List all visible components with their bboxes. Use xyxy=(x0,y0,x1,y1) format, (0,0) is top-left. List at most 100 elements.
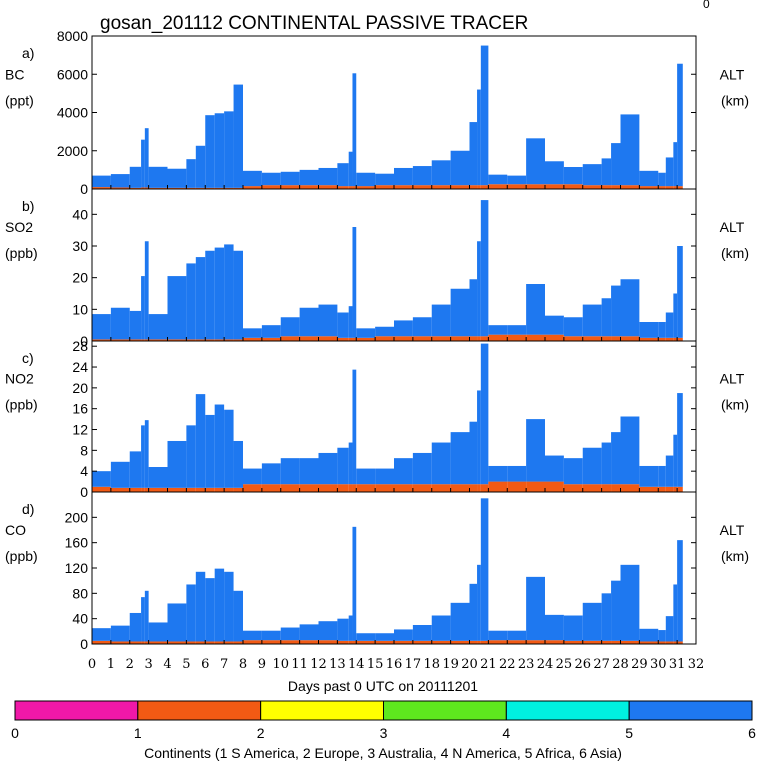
bar-europe xyxy=(394,484,413,492)
bar-europe xyxy=(545,334,564,341)
bar-europe xyxy=(214,487,225,492)
colorbar-tick-label: 1 xyxy=(134,725,142,741)
bar-asia xyxy=(526,284,545,335)
bar-europe xyxy=(92,187,111,189)
bar-europe xyxy=(141,487,145,492)
panel-co: 0 40 80 120 160 200 d) CO (ppb) ALT (km) xyxy=(5,491,749,652)
colorbar-swatch xyxy=(383,700,507,721)
bar-europe xyxy=(205,339,215,341)
colorbar-tick-label: 5 xyxy=(625,725,633,741)
bar-europe xyxy=(337,640,349,644)
bar-asia xyxy=(214,113,225,188)
bar-asia xyxy=(507,175,527,185)
bar-asia xyxy=(394,629,413,641)
y-axis: 0 10 20 30 40 xyxy=(72,206,696,349)
bar-asia xyxy=(243,170,262,187)
bar-europe xyxy=(582,185,602,189)
bar-asia xyxy=(375,468,394,485)
bar-europe xyxy=(110,641,130,644)
bar-europe xyxy=(224,641,234,644)
bar-asia xyxy=(480,200,489,337)
bar-asia xyxy=(92,175,111,188)
bar-europe xyxy=(261,185,281,189)
bar-europe xyxy=(620,484,640,492)
bar-europe xyxy=(639,486,659,492)
bar-europe xyxy=(601,484,612,492)
bar-asia xyxy=(243,630,262,641)
x-tick-label: 2 xyxy=(126,657,134,672)
y-tick-label: 200 xyxy=(65,509,89,525)
x-tick-label: 13 xyxy=(329,657,346,672)
colorbar-swatch xyxy=(505,700,630,721)
bar-europe xyxy=(141,641,145,644)
x-tick-label: 17 xyxy=(405,657,422,672)
bar-europe xyxy=(214,187,225,189)
bar-europe xyxy=(299,185,319,189)
bar-asia xyxy=(477,241,481,337)
bar-europe xyxy=(477,336,481,341)
bar-asia xyxy=(375,173,394,186)
bar-asia xyxy=(280,458,300,485)
bar-europe xyxy=(299,336,319,341)
x-tick-label: 24 xyxy=(537,657,554,672)
bar-europe xyxy=(563,640,583,644)
bar-europe xyxy=(477,484,481,492)
y-tick-label: 0 xyxy=(80,181,88,197)
bar-asia xyxy=(677,246,683,338)
bar-asia xyxy=(167,440,187,488)
bar-europe xyxy=(611,336,621,341)
bar-asia xyxy=(431,160,451,186)
bar-europe xyxy=(394,640,413,644)
x-tick-label: 31 xyxy=(669,657,686,672)
bar-asia xyxy=(480,343,489,485)
bar-europe xyxy=(601,336,612,341)
bar-asia xyxy=(318,452,338,485)
bar-europe xyxy=(450,336,470,341)
bar-europe xyxy=(110,487,130,492)
bar-asia xyxy=(214,247,225,340)
unit-label: (ppb) xyxy=(5,397,38,413)
bar-europe xyxy=(348,640,353,644)
bar-asia xyxy=(431,442,451,485)
bar-asia xyxy=(507,325,527,335)
panel-letter: c) xyxy=(22,350,34,366)
bar-asia xyxy=(141,597,145,642)
bar-europe xyxy=(129,487,142,492)
x-tick-label: 26 xyxy=(574,657,591,672)
bar-asia xyxy=(337,312,349,338)
bar-asia xyxy=(469,279,478,337)
bar-asia xyxy=(214,568,225,642)
bar-europe xyxy=(639,337,659,341)
y-tick-label: 6000 xyxy=(57,66,88,82)
km-label: (km) xyxy=(721,245,749,261)
bar-asia xyxy=(195,394,206,488)
x-tick-label: 3 xyxy=(144,657,152,672)
bar-asia xyxy=(299,624,319,641)
colorbar-swatch xyxy=(260,700,384,721)
y-tick-label: 4000 xyxy=(57,105,88,121)
bar-europe xyxy=(167,641,187,644)
y-tick-label: 0 xyxy=(80,636,88,652)
y-tick-label: 10 xyxy=(72,301,88,317)
bar-asia xyxy=(141,276,145,340)
bar-asia xyxy=(658,322,666,338)
y-tick-label: 40 xyxy=(72,206,88,222)
bar-europe xyxy=(488,334,508,341)
bar-asia xyxy=(665,312,674,338)
corner-mark: 0 xyxy=(703,0,710,11)
colorbar-tick-label: 4 xyxy=(502,725,510,741)
bar-europe xyxy=(582,484,602,492)
bar-europe xyxy=(243,186,262,189)
bar-europe xyxy=(352,337,357,341)
y-tick-label: 30 xyxy=(72,238,88,254)
y-tick-label: 120 xyxy=(65,560,89,576)
bar-asia xyxy=(261,325,281,338)
bar-asia xyxy=(665,616,674,642)
bar-europe xyxy=(318,336,338,341)
bar-asia xyxy=(431,304,451,337)
y-tick-label: 8000 xyxy=(57,28,88,44)
bar-asia xyxy=(195,571,206,642)
bar-asia xyxy=(148,467,168,488)
bar-europe xyxy=(526,481,545,492)
bar-europe xyxy=(620,640,640,644)
